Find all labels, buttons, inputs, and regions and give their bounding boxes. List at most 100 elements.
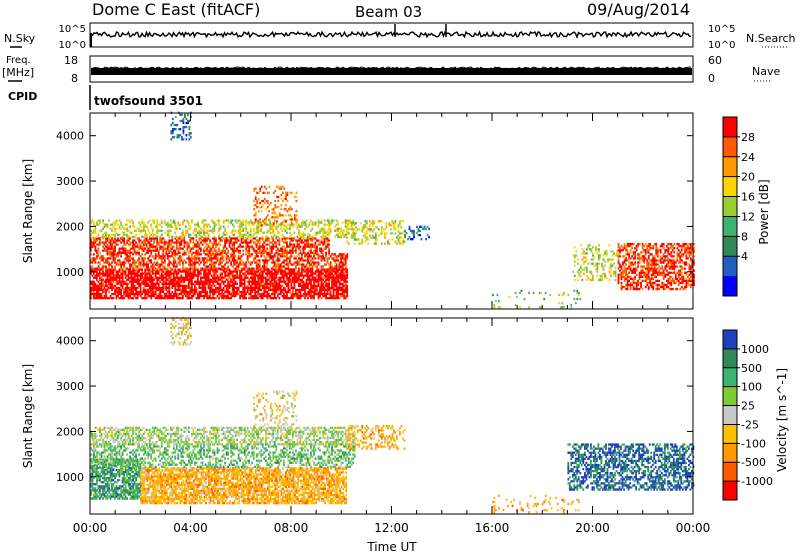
data-cell xyxy=(169,229,172,232)
data-cell xyxy=(295,278,297,281)
data-cell xyxy=(302,282,305,285)
data-cell xyxy=(290,237,293,240)
data-cell xyxy=(307,243,309,246)
data-cell xyxy=(150,251,153,254)
data-cell xyxy=(145,297,148,300)
data-cell xyxy=(290,233,293,236)
data-cell xyxy=(251,267,254,270)
data-cell xyxy=(269,253,272,256)
data-cell xyxy=(317,239,320,242)
data-cell xyxy=(356,238,359,241)
data-cell xyxy=(400,236,403,239)
data-cell xyxy=(168,297,171,300)
data-cell xyxy=(151,278,154,281)
data-cell xyxy=(296,227,299,230)
data-cell xyxy=(111,270,113,273)
data-cell xyxy=(105,278,107,281)
data-cell xyxy=(160,239,163,242)
data-cell xyxy=(257,231,260,234)
data-cell xyxy=(273,282,276,285)
data-cell xyxy=(344,286,347,290)
data-cell xyxy=(154,272,157,275)
data-cell xyxy=(269,276,272,279)
data-cell xyxy=(242,286,245,290)
data-cell xyxy=(154,286,157,290)
data-cell xyxy=(109,227,112,230)
data-cell xyxy=(123,239,125,242)
data-cell xyxy=(153,239,156,242)
data-cell xyxy=(310,251,312,254)
data-cell xyxy=(329,231,332,234)
data-cell xyxy=(302,268,305,271)
data-cell xyxy=(638,257,641,260)
data-cell xyxy=(198,251,201,254)
data-cell xyxy=(172,292,175,296)
data-cell xyxy=(607,260,609,263)
data-cell xyxy=(296,219,299,222)
data-cell xyxy=(150,225,153,228)
data-cell xyxy=(275,222,278,225)
data-cell xyxy=(218,223,220,226)
data-cell xyxy=(126,227,128,230)
data-cell xyxy=(231,233,234,236)
data-cell xyxy=(168,286,171,290)
data-cell xyxy=(246,284,249,287)
data-cell xyxy=(325,245,327,248)
data-cell xyxy=(195,280,198,283)
data-cell xyxy=(349,220,352,223)
data-cell xyxy=(266,243,269,246)
data-cell xyxy=(246,241,249,244)
data-cell xyxy=(129,280,131,283)
data-cell xyxy=(216,286,219,290)
data-cell xyxy=(230,297,232,300)
data-cell xyxy=(231,245,234,248)
data-cell xyxy=(307,245,309,248)
data-cell xyxy=(343,233,346,236)
data-cell xyxy=(206,267,208,270)
data-cell xyxy=(163,286,166,290)
data-cell xyxy=(302,284,305,287)
data-cell xyxy=(204,231,207,234)
data-cell xyxy=(132,297,134,300)
data-cell xyxy=(242,249,245,252)
data-cell xyxy=(284,225,287,228)
data-cell xyxy=(115,241,118,244)
data-cell xyxy=(201,294,204,298)
data-cell xyxy=(310,267,312,270)
data-cell xyxy=(595,264,597,267)
data-cell xyxy=(263,290,266,294)
data-cell xyxy=(237,274,240,277)
data-cell xyxy=(132,243,134,246)
data-cell xyxy=(329,290,332,294)
data-cell xyxy=(267,294,270,298)
data-cell xyxy=(182,229,184,232)
data-cell xyxy=(625,259,627,262)
data-cell xyxy=(313,243,315,246)
data-cell xyxy=(166,270,169,273)
data-cell xyxy=(91,268,94,271)
data-cell xyxy=(298,225,300,228)
data-cell xyxy=(323,237,326,240)
data-cell xyxy=(166,263,169,266)
data-cell xyxy=(287,297,290,300)
data-cell xyxy=(286,225,288,228)
data-cell xyxy=(118,282,121,285)
data-cell xyxy=(201,219,204,222)
data-cell xyxy=(182,263,184,266)
data-cell xyxy=(346,268,349,271)
data-cell xyxy=(185,231,187,234)
data-cell xyxy=(266,284,269,287)
data-cell xyxy=(182,294,184,298)
data-cell xyxy=(264,286,267,290)
data-cell xyxy=(266,255,269,258)
data-cell xyxy=(281,253,284,256)
data-cell xyxy=(120,297,122,300)
data-cell xyxy=(629,267,632,270)
data-cell xyxy=(108,278,110,281)
data-cell xyxy=(604,250,606,253)
data-cell xyxy=(115,278,118,281)
data-cell xyxy=(162,265,165,268)
data-cell xyxy=(240,245,243,248)
data-cell xyxy=(157,265,160,268)
data-cell xyxy=(313,294,315,298)
